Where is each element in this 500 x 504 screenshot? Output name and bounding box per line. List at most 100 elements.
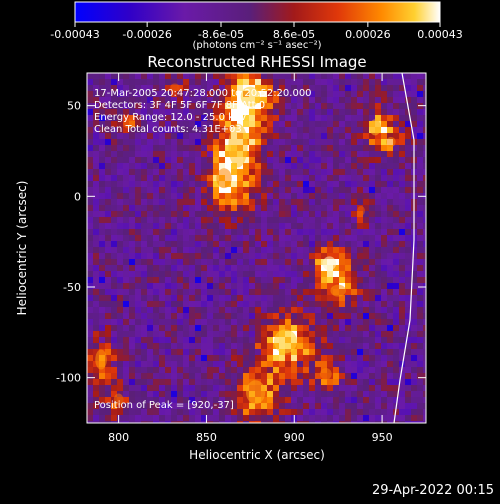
heatmap-cell <box>303 349 310 356</box>
heatmap-cell <box>369 355 376 362</box>
heatmap-cell <box>387 385 394 392</box>
heatmap-cell <box>381 133 388 140</box>
heatmap-cell <box>393 283 400 290</box>
heatmap-cell <box>345 343 352 350</box>
heatmap-cell <box>135 115 142 122</box>
heatmap-cell <box>195 139 202 146</box>
heatmap-cell <box>315 313 322 320</box>
heatmap-cell <box>357 235 364 242</box>
heatmap-cell <box>255 307 262 314</box>
heatmap-cell <box>321 127 328 134</box>
heatmap-cell <box>405 163 412 170</box>
heatmap-cell <box>171 355 178 362</box>
heatmap-cell <box>267 283 274 290</box>
heatmap-cell <box>357 139 364 146</box>
heatmap-cell <box>135 397 142 404</box>
heatmap-cell <box>129 193 136 200</box>
heatmap-cell <box>219 229 226 236</box>
heatmap-cell <box>243 337 250 344</box>
heatmap-cell <box>147 253 154 260</box>
heatmap-cell <box>237 343 244 350</box>
heatmap-cell <box>159 271 166 278</box>
heatmap-cell <box>135 403 142 410</box>
heatmap-cell <box>423 181 426 188</box>
heatmap-cell <box>351 331 358 338</box>
heatmap-cell <box>369 265 376 272</box>
heatmap-cell <box>309 379 316 386</box>
heatmap-cell <box>399 163 406 170</box>
heatmap-cell <box>381 169 388 176</box>
heatmap-cell <box>285 391 292 398</box>
heatmap-cell <box>159 187 166 194</box>
heatmap-cell <box>111 283 118 290</box>
heatmap-cell <box>423 139 426 146</box>
heatmap-cell <box>141 325 148 332</box>
heatmap-cell <box>201 313 208 320</box>
heatmap-cell <box>99 271 106 278</box>
heatmap-cell <box>297 175 304 182</box>
heatmap-cell <box>339 91 346 98</box>
heatmap-cell <box>363 295 370 302</box>
heatmap-cell <box>315 169 322 176</box>
heatmap-cell <box>201 169 208 176</box>
heatmap-cell <box>381 313 388 320</box>
heatmap-cell <box>327 121 334 128</box>
heatmap-cell <box>177 403 184 410</box>
heatmap-cell <box>87 361 94 368</box>
heatmap-cell <box>261 295 268 302</box>
heatmap-cell <box>369 271 376 278</box>
heatmap-cell <box>255 361 262 368</box>
heatmap-cell <box>381 175 388 182</box>
heatmap-cell <box>171 421 178 423</box>
heatmap-cell <box>327 223 334 230</box>
heatmap-cell <box>147 337 154 344</box>
heatmap-cell <box>273 169 280 176</box>
heatmap-cell <box>351 79 358 86</box>
heatmap-cell <box>225 271 232 278</box>
heatmap-cell <box>171 337 178 344</box>
heatmap-cell <box>141 391 148 398</box>
heatmap-cell <box>249 247 256 254</box>
heatmap-cell <box>321 157 328 164</box>
heatmap-cell <box>87 133 94 140</box>
heatmap-cell <box>195 199 202 206</box>
heatmap-cell <box>141 259 148 266</box>
heatmap-cell <box>165 79 172 86</box>
heatmap-cell <box>147 361 154 368</box>
heatmap-cell <box>129 253 136 260</box>
heatmap-cell <box>387 133 394 140</box>
heatmap-cell <box>249 421 256 423</box>
heatmap-cell <box>357 415 364 422</box>
heatmap-cell <box>387 403 394 410</box>
heatmap-cell <box>339 211 346 218</box>
heatmap-cell <box>417 139 424 146</box>
heatmap-cell <box>393 139 400 146</box>
heatmap-cell <box>177 163 184 170</box>
heatmap-cell <box>141 181 148 188</box>
heatmap-cell <box>159 199 166 206</box>
heatmap-cell <box>87 373 94 380</box>
heatmap-cell <box>165 91 172 98</box>
heatmap-cell <box>351 301 358 308</box>
heatmap-cell <box>243 211 250 218</box>
heatmap-cell <box>345 289 352 296</box>
heatmap-cell <box>141 385 148 392</box>
bright-source-core <box>95 349 107 370</box>
heatmap-cell <box>111 259 118 266</box>
heatmap-cell <box>339 79 346 86</box>
heatmap-cell <box>177 217 184 224</box>
heatmap-cell <box>369 415 376 422</box>
heatmap-cell <box>159 421 166 423</box>
heatmap-cell <box>165 151 172 158</box>
heatmap-cell <box>273 127 280 134</box>
heatmap-cell <box>369 205 376 212</box>
heatmap-cell <box>327 127 334 134</box>
heatmap-cell <box>255 145 262 152</box>
heatmap-cell <box>123 175 130 182</box>
heatmap-cell <box>357 97 364 104</box>
heatmap-cell <box>327 199 334 206</box>
heatmap-cell <box>213 247 220 254</box>
heatmap-cell <box>141 157 148 164</box>
heatmap-cell <box>405 301 412 308</box>
heatmap-cell <box>135 145 142 152</box>
